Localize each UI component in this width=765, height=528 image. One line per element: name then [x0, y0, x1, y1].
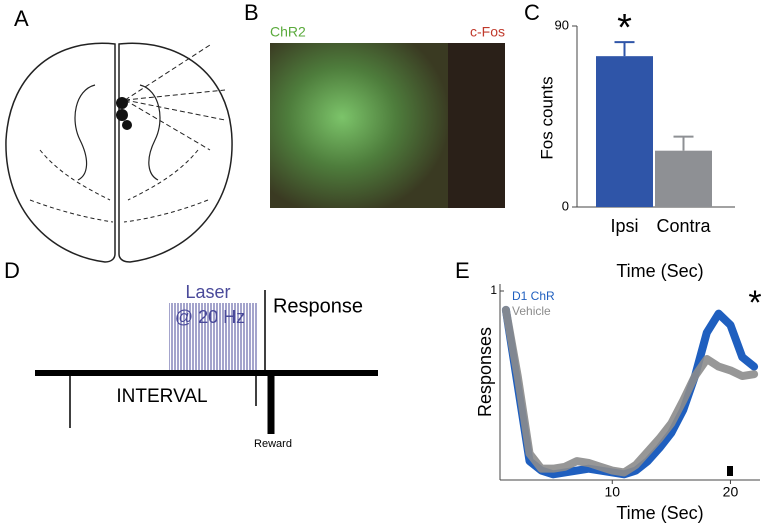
x-tick-label: Contra — [656, 216, 711, 236]
laser-label: Laser — [185, 282, 230, 302]
timeline — [35, 290, 378, 434]
micrograph-edge — [448, 43, 505, 208]
channel-label: ChR2 — [270, 24, 306, 40]
interval-label: INTERVAL — [116, 386, 207, 407]
panel-label: B — [244, 0, 259, 25]
micrograph — [270, 43, 450, 208]
legend-entry: Vehicle — [512, 304, 551, 318]
laser-pulses — [169, 303, 258, 370]
bar — [655, 150, 712, 207]
x-axis-label: Time (Sec) — [616, 503, 703, 523]
chart-title: Time (Sec) — [616, 261, 703, 281]
legend-entry: D1 ChR — [512, 289, 555, 303]
x-tick-label: 20 — [723, 484, 739, 500]
response-label: Response — [273, 295, 363, 317]
panel-label: C — [524, 0, 540, 25]
brain-diagram — [5, 42, 233, 263]
y-tick-label: 1 — [490, 283, 497, 297]
y-axis-label: Responses — [475, 327, 495, 417]
panel-label: A — [14, 6, 29, 31]
significance: * — [617, 7, 632, 49]
significance: * — [748, 284, 761, 322]
panel-label: E — [455, 258, 470, 283]
x-tick-label: Ipsi — [610, 216, 638, 236]
reward-label: Reward — [254, 438, 292, 450]
channel-label: c-Fos — [470, 24, 505, 40]
y-tick-label: 0 — [562, 198, 569, 213]
series-line — [501, 305, 759, 477]
x-tick-label: 10 — [604, 484, 620, 500]
fiber-markers — [116, 97, 132, 130]
panel-label: D — [4, 258, 20, 283]
y-tick-label: 90 — [555, 17, 569, 32]
laser-frequency: @ 20 Hz — [175, 307, 245, 327]
time-marker — [727, 466, 733, 476]
bar — [596, 56, 653, 207]
series-line — [501, 305, 759, 479]
y-axis-label: Fos counts — [537, 76, 556, 159]
